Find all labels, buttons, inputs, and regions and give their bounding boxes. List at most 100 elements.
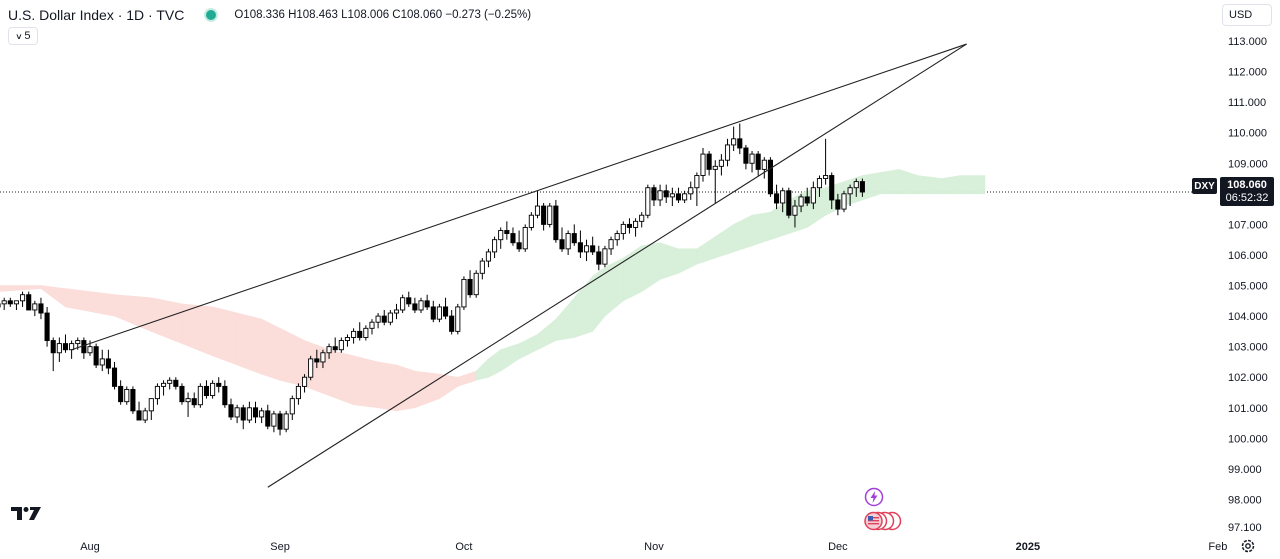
market-status-icon	[204, 8, 219, 22]
candle-body-down	[130, 389, 136, 412]
candle-body-down	[93, 346, 99, 366]
candle	[816, 175, 823, 197]
cloud-segment-bearish	[279, 327, 305, 387]
chevron-down-icon: ∨	[14, 31, 23, 41]
candle	[56, 337, 62, 362]
candle	[99, 349, 105, 372]
candle-body-up	[614, 233, 620, 241]
indicators-toggle-button[interactable]: ∨ 5	[8, 27, 38, 45]
candle-body-down	[675, 193, 682, 201]
cloud-segment-bearish	[353, 355, 379, 409]
currency-button[interactable]: USD	[1222, 4, 1272, 26]
ichimoku-cloud	[0, 168, 986, 412]
candle	[191, 392, 197, 408]
candle	[694, 172, 700, 207]
candle	[767, 157, 773, 197]
candle-body-up	[99, 358, 105, 366]
candle	[259, 407, 265, 424]
time-axis[interactable]: AugSepOctNovDec2025FebMarAprMay	[80, 541, 1280, 553]
candle-body-up	[780, 190, 786, 204]
candle	[737, 123, 743, 155]
candle-body-down	[559, 239, 565, 250]
candle-body-down	[553, 205, 559, 241]
candle	[436, 303, 442, 323]
candle-body-up	[792, 205, 798, 216]
candle	[731, 126, 737, 152]
candle	[651, 184, 657, 207]
candle-body-up	[749, 153, 755, 164]
candle-body-up	[351, 330, 357, 338]
candle-body-down	[541, 205, 547, 225]
price-tick-label: 99.000	[1228, 464, 1262, 476]
cloud-segment-bullish	[696, 236, 716, 265]
upper-trendline[interactable]	[71, 43, 967, 351]
candle	[295, 383, 301, 405]
candle-body-down	[626, 223, 632, 228]
candle	[823, 138, 829, 185]
candle-body-up	[485, 251, 492, 262]
lower-trendline[interactable]	[267, 43, 967, 488]
candle-body-down	[44, 312, 50, 341]
ohlc-values: O108.336 H108.463 L108.006 C108.060 −0.2…	[234, 9, 532, 21]
candle	[118, 380, 124, 405]
earnings-event-icon[interactable]	[864, 487, 884, 507]
candle-body-up	[56, 343, 62, 354]
candle	[724, 138, 731, 167]
candle-body-down	[596, 251, 602, 265]
candle	[829, 172, 835, 210]
candle-body-up	[375, 315, 381, 323]
candle-body-up	[161, 382, 167, 387]
candle-body-down	[516, 242, 522, 250]
symbol-title[interactable]: U.S. Dollar Index · 1D · TVC	[8, 7, 185, 23]
candle-body-down	[430, 306, 436, 320]
price-axis[interactable]: 113.000 112.000 111.000 110.000 109.000 108.0…	[1228, 36, 1268, 534]
currency-label: USD	[1229, 9, 1253, 21]
cloud-segment-bullish	[898, 168, 918, 195]
candle	[786, 187, 792, 219]
candle-body-down	[804, 196, 810, 204]
candle	[430, 300, 436, 323]
candle	[559, 227, 565, 252]
cloud-segment-bullish	[770, 199, 790, 241]
price-tick-label: 106.000	[1228, 250, 1268, 262]
candle-body-up	[344, 337, 351, 341]
candle	[142, 407, 148, 424]
us-economic-events-icon[interactable]	[864, 511, 904, 531]
candle-body-up	[473, 272, 479, 296]
trendlines[interactable]	[71, 43, 967, 488]
candle-body-up	[124, 389, 130, 403]
candle-body-up	[302, 376, 308, 387]
candle-body-up	[1, 300, 7, 305]
tradingview-logo-icon[interactable]	[11, 505, 41, 521]
cloud-segment-bearish	[457, 370, 477, 387]
candle	[130, 386, 136, 414]
candle	[504, 221, 510, 240]
candle-body-down	[504, 230, 510, 235]
candle-body-up	[492, 239, 498, 253]
candle	[265, 404, 271, 430]
candle-body-up	[210, 382, 216, 397]
cloud-segment-bullish	[678, 248, 698, 274]
candle	[252, 401, 259, 424]
candle-body-up	[369, 321, 375, 329]
candle	[393, 303, 400, 320]
candle-body-up	[712, 165, 718, 170]
candle	[13, 300, 19, 310]
candle	[234, 404, 240, 424]
candle-body-up	[633, 220, 639, 228]
candle-body-up	[528, 214, 534, 228]
cloud-segment-bearish	[114, 294, 152, 332]
candle	[583, 239, 590, 262]
candle-body-up	[197, 385, 203, 406]
candle	[222, 380, 228, 408]
gear-icon[interactable]	[1240, 538, 1256, 554]
candle	[351, 328, 357, 344]
candle	[449, 309, 455, 335]
candle-body-up	[400, 297, 406, 311]
candle	[645, 184, 651, 219]
candle-body-down	[412, 303, 418, 311]
candle	[461, 276, 467, 310]
candle-body-down	[240, 407, 246, 421]
candle	[614, 230, 620, 246]
